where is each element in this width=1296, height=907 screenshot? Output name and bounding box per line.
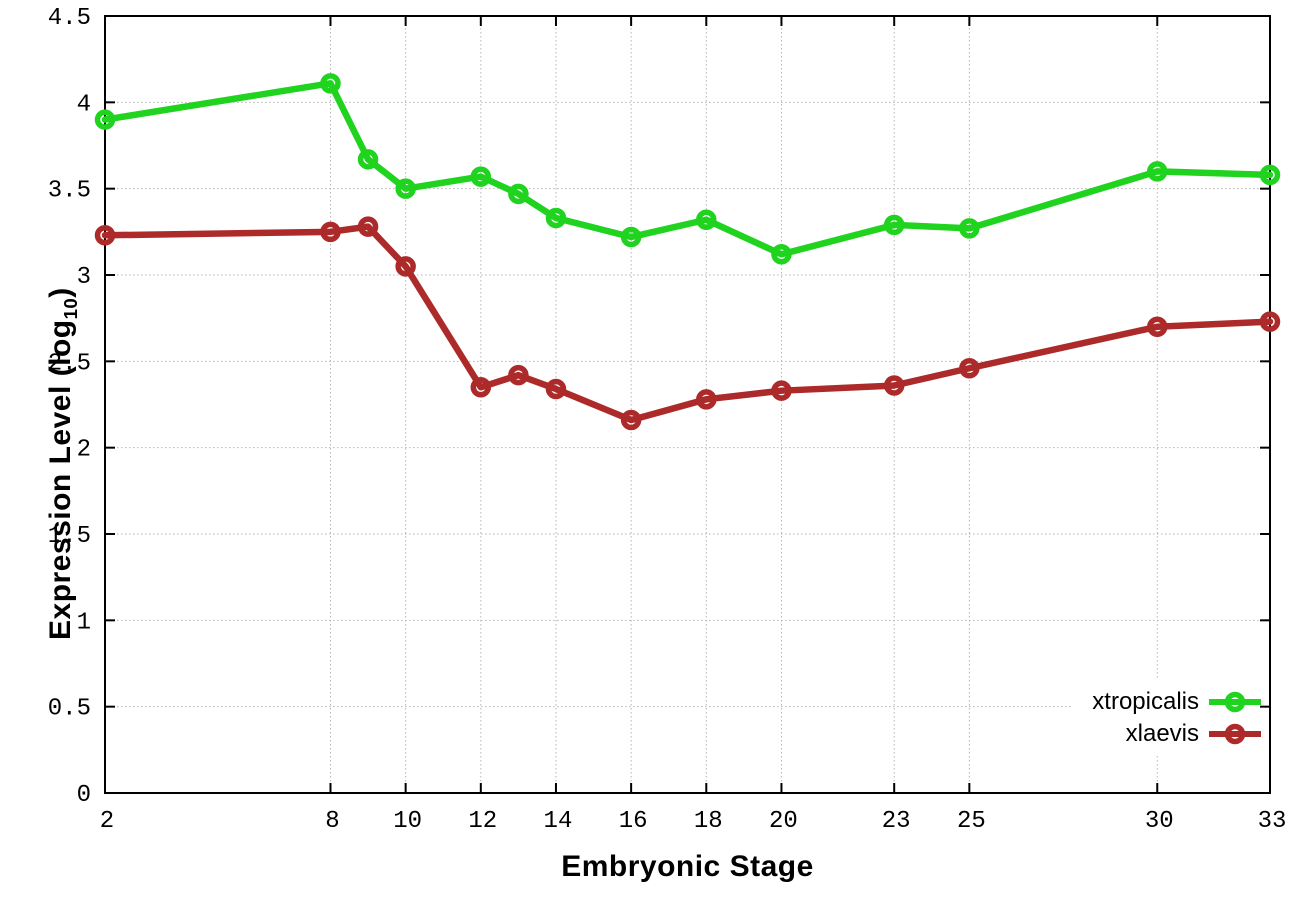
data-point-xtropicalis-x12: [470, 166, 492, 187]
data-point-xlaevis-x25: [959, 357, 980, 379]
y-tick-label-0: 0: [77, 782, 91, 809]
data-point-xtropicalis-x13: [508, 183, 529, 205]
y-axis-title-text: Expression Level (log: [44, 319, 77, 640]
data-point-xlaevis-x30: [1147, 316, 1168, 338]
series-line-xlaevis: [101, 223, 1274, 424]
y-tick-label-3: 3: [77, 264, 91, 291]
legend-label-xlaevis: xlaevis: [1125, 720, 1199, 747]
y-axis-title-suffix: ): [44, 287, 77, 298]
data-point-xtropicalis-x14: [545, 207, 567, 229]
data-point-xtropicalis-x8: [320, 73, 341, 94]
legend-item-xlaevis: xlaevis: [1126, 718, 1262, 750]
data-point-xlaevis-x16: [620, 409, 642, 431]
data-point-xlaevis-x13: [508, 364, 529, 386]
y-tick-label-2.5: 2.5: [48, 350, 91, 377]
series-line-xtropicalis: [101, 80, 1274, 258]
data-point-xtropicalis-x2: [94, 109, 116, 130]
data-point-xlaevis-x8: [320, 221, 341, 243]
data-point-xlaevis-x18: [696, 389, 717, 410]
x-tick-label-8: 8: [325, 808, 339, 835]
data-point-xlaevis-x14: [545, 378, 567, 400]
x-axis-title: Embryonic Stage: [561, 850, 814, 883]
data-point-xlaevis-x10: [395, 256, 416, 277]
data-point-xtropicalis-x25: [959, 218, 980, 239]
y-tick-label-3.5: 3.5: [48, 178, 91, 205]
data-point-xtropicalis-x9: [357, 149, 379, 170]
y-tick-label-0.5: 0.5: [48, 696, 91, 723]
data-point-xlaevis-x23: [883, 375, 905, 396]
data-point-xlaevis-x12: [470, 376, 492, 398]
data-point-xtropicalis-x16: [620, 226, 642, 248]
y-axis-title-subscript: 10: [60, 297, 81, 320]
data-point-xtropicalis-x33: [1259, 164, 1281, 186]
legend: xtropicalis xlaevis: [1092, 686, 1262, 750]
data-point-xtropicalis-x20: [771, 244, 792, 265]
data-point-xlaevis-x2: [94, 225, 116, 246]
xtropicalis-line-marker-icon: [1209, 691, 1261, 713]
x-tick-label-20: 20: [769, 808, 798, 835]
y-tick-label-1: 1: [77, 609, 91, 636]
data-point-xlaevis-x33: [1259, 311, 1281, 332]
plot-border: [104, 15, 1271, 794]
x-tick-label-30: 30: [1145, 808, 1174, 835]
x-tick-label-18: 18: [694, 808, 723, 835]
y-tick-label-1.5: 1.5: [48, 523, 91, 550]
xlaevis-line-marker-icon: [1209, 723, 1261, 745]
y-tick-label-2: 2: [77, 437, 91, 464]
data-point-xlaevis-x20: [771, 380, 792, 401]
x-tick-label-25: 25: [957, 808, 986, 835]
y-tick-label-4.5: 4.5: [48, 5, 91, 32]
x-tick-label-14: 14: [544, 808, 573, 835]
legend-label-xtropicalis: xtropicalis: [1092, 688, 1199, 715]
x-tick-label-23: 23: [882, 808, 911, 835]
x-tick-label-12: 12: [468, 808, 497, 835]
legend-item-xtropicalis: xtropicalis: [1092, 686, 1262, 718]
data-point-xtropicalis-x18: [696, 209, 717, 230]
y-tick-label-4: 4: [77, 91, 91, 118]
x-tick-label-33: 33: [1258, 808, 1287, 835]
data-point-xtropicalis-x23: [883, 214, 905, 236]
x-tick-label-2: 2: [100, 808, 114, 835]
data-point-xtropicalis-x30: [1147, 161, 1168, 182]
x-tick-label-10: 10: [393, 808, 422, 835]
y-axis-title: Expression Level (log10): [44, 287, 82, 640]
data-point-xlaevis-x9: [357, 216, 379, 237]
data-point-xtropicalis-x10: [395, 178, 416, 199]
x-tick-label-16: 16: [619, 808, 648, 835]
